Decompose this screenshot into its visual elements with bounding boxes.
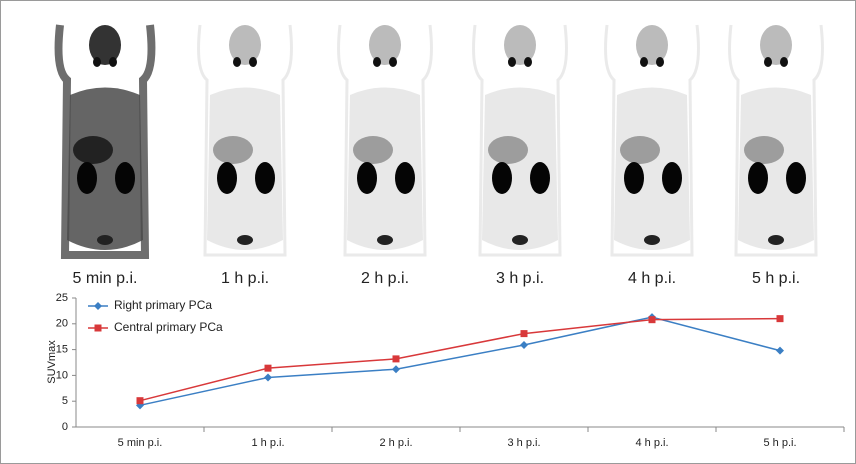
kidney bbox=[624, 162, 644, 194]
liver bbox=[488, 136, 528, 164]
x-tick-label: 4 h p.i. bbox=[635, 437, 668, 449]
kidney bbox=[357, 162, 377, 194]
y-tick-label: 15 bbox=[56, 344, 68, 356]
x-tick-label: 5 h p.i. bbox=[763, 437, 796, 449]
gland bbox=[93, 57, 101, 67]
head bbox=[636, 25, 668, 65]
gland bbox=[389, 57, 397, 67]
gland bbox=[233, 57, 241, 67]
x-tick-label: 3 h p.i. bbox=[507, 437, 540, 449]
liver bbox=[744, 136, 784, 164]
bladder bbox=[768, 235, 784, 245]
y-tick-label: 5 bbox=[62, 395, 68, 407]
panel-label: 5 min p.i. bbox=[73, 270, 138, 287]
panel-label: 1 h p.i. bbox=[221, 270, 269, 287]
gland bbox=[640, 57, 648, 67]
kidney bbox=[530, 162, 550, 194]
x-tick-label: 2 h p.i. bbox=[379, 437, 412, 449]
liver bbox=[213, 136, 253, 164]
figure: SUVmax 5 min p.i.1 h p.i.2 h p.i.3 h p.i… bbox=[0, 0, 856, 464]
data-point bbox=[265, 365, 272, 372]
kidney bbox=[786, 162, 806, 194]
legend-label: Central primary PCa bbox=[114, 320, 223, 334]
gland bbox=[109, 57, 117, 67]
y-tick-label: 0 bbox=[62, 421, 68, 433]
bladder bbox=[237, 235, 253, 245]
data-point bbox=[649, 316, 656, 323]
bladder bbox=[377, 235, 393, 245]
data-point bbox=[137, 397, 144, 404]
panel-label: 2 h p.i. bbox=[361, 270, 409, 287]
y-tick-label: 25 bbox=[56, 292, 68, 304]
data-point bbox=[393, 355, 400, 362]
gland bbox=[656, 57, 664, 67]
liver bbox=[73, 136, 113, 164]
gland bbox=[764, 57, 772, 67]
kidney bbox=[255, 162, 275, 194]
kidney bbox=[115, 162, 135, 194]
kidney bbox=[748, 162, 768, 194]
legend-label: Right primary PCa bbox=[114, 298, 212, 312]
kidney bbox=[662, 162, 682, 194]
panel-label: 4 h p.i. bbox=[628, 270, 676, 287]
head bbox=[504, 25, 536, 65]
gland bbox=[780, 57, 788, 67]
kidney bbox=[395, 162, 415, 194]
head bbox=[369, 25, 401, 65]
bladder bbox=[512, 235, 528, 245]
y-tick-label: 10 bbox=[56, 369, 68, 381]
kidney bbox=[492, 162, 512, 194]
y-tick-label: 20 bbox=[56, 318, 68, 330]
head bbox=[760, 25, 792, 65]
data-point bbox=[521, 330, 528, 337]
gland bbox=[524, 57, 532, 67]
data-point bbox=[777, 315, 784, 322]
panel-label: 5 h p.i. bbox=[752, 270, 800, 287]
kidney bbox=[77, 162, 97, 194]
liver bbox=[353, 136, 393, 164]
liver bbox=[620, 136, 660, 164]
x-tick-label: 5 min p.i. bbox=[118, 437, 163, 449]
gland bbox=[373, 57, 381, 67]
panel-label: 3 h p.i. bbox=[496, 270, 544, 287]
bladder bbox=[97, 235, 113, 245]
kidney bbox=[217, 162, 237, 194]
gland bbox=[249, 57, 257, 67]
gland bbox=[508, 57, 516, 67]
x-tick-label: 1 h p.i. bbox=[251, 437, 284, 449]
bladder bbox=[644, 235, 660, 245]
legend-marker bbox=[95, 325, 102, 332]
